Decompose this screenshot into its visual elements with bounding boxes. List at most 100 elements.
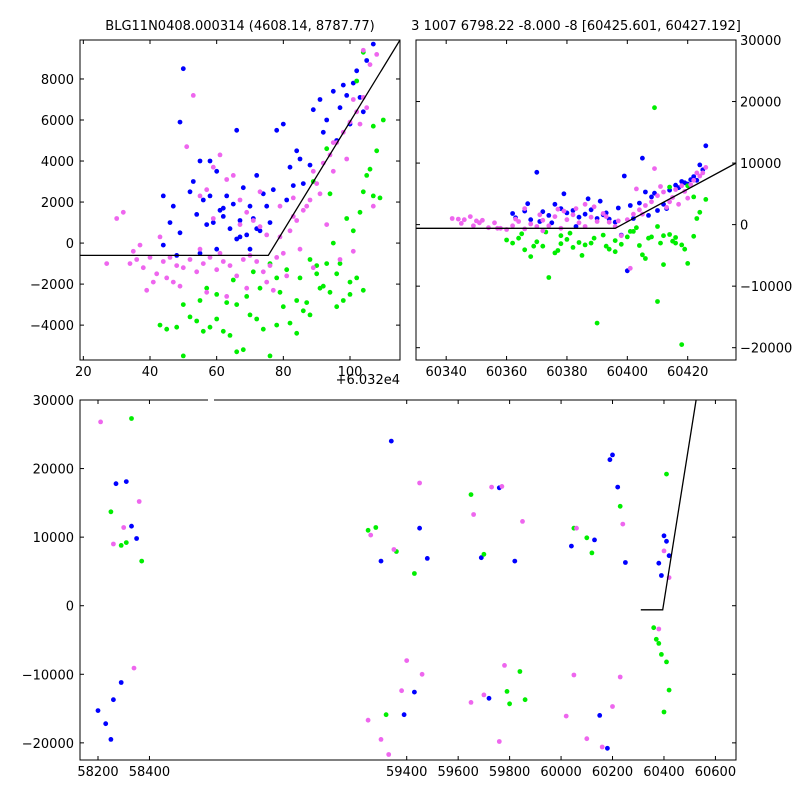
data-point (664, 471, 669, 477)
data-point (127, 261, 133, 266)
data-point (123, 540, 129, 545)
data-point (274, 127, 280, 133)
data-point (287, 228, 293, 234)
data-point (204, 289, 210, 295)
data-point (180, 66, 186, 72)
data-point (499, 484, 505, 489)
data-point (646, 213, 651, 218)
data-point (287, 164, 293, 170)
data-point (120, 209, 126, 215)
data-point (214, 267, 220, 273)
data-point (449, 216, 455, 221)
data-point (567, 230, 573, 236)
data-point (605, 745, 610, 751)
data-point (615, 484, 621, 490)
data-point (157, 234, 163, 240)
data-point (337, 257, 343, 262)
data-point (207, 193, 213, 199)
data-point (297, 246, 303, 252)
data-point (237, 197, 243, 203)
data-point (330, 240, 336, 246)
data-point (113, 481, 119, 487)
plot-area (80, 40, 400, 359)
data-point (588, 240, 594, 246)
x-tick-label: 59800 (489, 765, 530, 780)
data-point (284, 273, 290, 279)
data-point (287, 320, 293, 326)
x-tick-label: 60400 (607, 365, 648, 380)
y-tick-label: 0 (740, 219, 748, 234)
data-point (656, 560, 662, 566)
data-point (197, 250, 203, 256)
data-point (354, 275, 360, 281)
x-tick-label: 60400 (643, 765, 684, 780)
data-point (522, 206, 528, 212)
data-point (461, 217, 467, 223)
data-point (207, 255, 213, 260)
data-point (597, 713, 603, 718)
data-point (240, 347, 246, 353)
data-point (582, 201, 588, 207)
x-tick-label: 58400 (129, 765, 170, 780)
data-point (194, 212, 200, 217)
data-point (254, 259, 260, 264)
y-tick-label: −10000 (22, 668, 74, 683)
data-point (458, 221, 464, 226)
data-point (264, 279, 270, 285)
data-point (277, 203, 283, 209)
data-point (664, 538, 669, 544)
y-tick-label: −4000 (30, 319, 74, 334)
data-point (679, 342, 685, 347)
data-point (310, 107, 316, 113)
data-point (383, 712, 389, 718)
data-point (703, 165, 709, 170)
data-point (284, 267, 290, 273)
data-point (621, 173, 627, 179)
data-point (365, 527, 371, 533)
data-point (652, 166, 657, 172)
data-point (468, 700, 474, 705)
data-point (661, 709, 667, 715)
data-point (347, 292, 353, 297)
data-point (357, 121, 363, 127)
y-tick-label: 20000 (740, 96, 781, 111)
data-point (588, 214, 594, 220)
model-line (80, 40, 400, 257)
data-point (520, 519, 525, 524)
data-point (300, 308, 306, 314)
data-point (546, 223, 552, 229)
data-point (522, 247, 528, 253)
data-point (177, 230, 183, 236)
top-left-x-offset-label: +6.032e4 (336, 373, 400, 388)
data-point (304, 203, 310, 209)
data-point (481, 551, 487, 557)
data-point (606, 219, 612, 225)
y-tick-label: 6000 (41, 114, 74, 129)
data-point (284, 197, 290, 203)
data-point (496, 739, 502, 744)
data-point (685, 195, 691, 201)
data-point (374, 52, 380, 57)
data-point (564, 237, 570, 242)
data-point (623, 560, 628, 565)
data-point (324, 222, 330, 228)
data-point (525, 201, 531, 207)
data-point (177, 283, 183, 289)
data-point (492, 220, 497, 226)
data-point (643, 256, 648, 261)
data-point (667, 199, 672, 205)
data-point (129, 523, 134, 529)
data-point (655, 224, 660, 229)
data-point (615, 218, 621, 224)
data-point (330, 168, 336, 174)
data-point (340, 82, 346, 88)
data-point (244, 232, 250, 238)
data-point (280, 304, 286, 310)
data-point (682, 180, 688, 186)
data-point (217, 152, 223, 158)
data-point (691, 233, 697, 239)
data-point (324, 117, 330, 123)
x-tick-label: 60600 (695, 765, 736, 780)
data-point (267, 263, 273, 268)
data-point (294, 148, 300, 154)
